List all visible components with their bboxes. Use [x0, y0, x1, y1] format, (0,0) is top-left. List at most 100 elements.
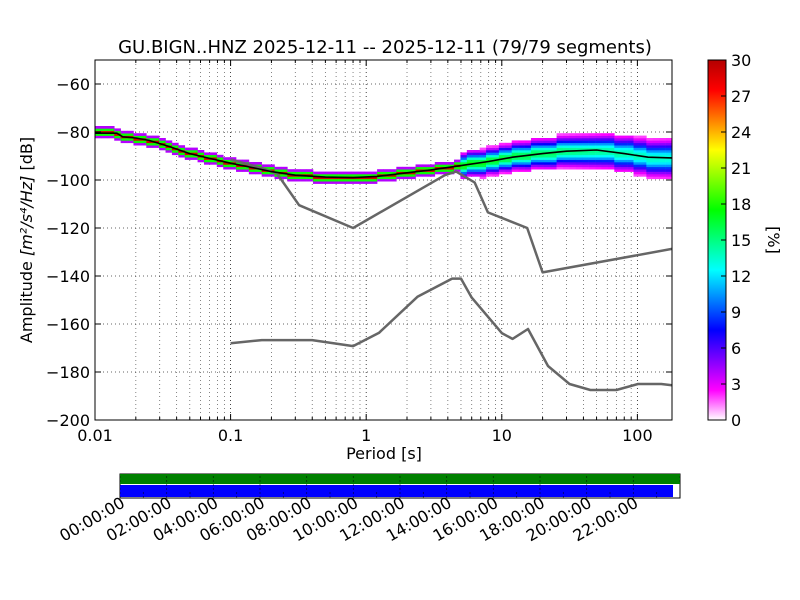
histogram-cell [511, 169, 519, 172]
histogram-cell [575, 159, 583, 163]
y-axis-label: Amplitude [m²/s⁴/Hz] [dB] [17, 137, 36, 343]
histogram-cell [287, 178, 295, 182]
histogram-cell [293, 178, 301, 182]
histogram-cell [607, 142, 615, 146]
histogram-cell [184, 150, 192, 153]
histogram-cell [563, 166, 570, 170]
histogram-cell [639, 162, 647, 165]
histogram-cell [95, 135, 102, 139]
y-tick-label: −180 [46, 363, 90, 382]
histogram-cell [139, 140, 147, 144]
histogram-cell [601, 142, 609, 146]
histogram-cell [383, 171, 391, 175]
histogram-cell [505, 162, 513, 165]
histogram-cell [659, 142, 666, 146]
histogram-cell [569, 166, 577, 170]
histogram-cell [524, 145, 532, 148]
histogram-cell [633, 147, 641, 151]
histogram-cell [550, 145, 557, 148]
histogram-cell [633, 164, 641, 168]
histogram-cell [588, 142, 596, 146]
histogram-cell [595, 147, 602, 151]
histogram-cell [396, 176, 404, 180]
plot-background [95, 60, 672, 420]
histogram-cell [646, 150, 654, 153]
histogram-cell [620, 169, 628, 172]
histogram-cell [652, 142, 660, 146]
histogram-cell [633, 152, 641, 156]
histogram-cell [473, 174, 480, 177]
histogram-cell [595, 133, 602, 136]
histogram-cell [236, 169, 243, 172]
histogram-cell [127, 138, 134, 141]
histogram-cell [300, 176, 307, 180]
histogram-cell [364, 171, 371, 175]
histogram-cell [409, 171, 416, 175]
histogram-cell [486, 171, 493, 175]
histogram-cell [479, 159, 487, 163]
histogram-cell [633, 135, 641, 139]
histogram-cell [543, 142, 551, 146]
histogram-cell [627, 164, 634, 168]
histogram-cell [556, 152, 564, 156]
histogram-cell [633, 166, 641, 170]
histogram-cell [159, 145, 166, 148]
histogram-cell [582, 135, 589, 139]
histogram-cell [178, 147, 186, 151]
histogram-cell [665, 142, 672, 146]
histogram-cell [620, 147, 628, 151]
histogram-cell [377, 169, 384, 172]
histogram-cell [300, 178, 307, 182]
histogram-cell [479, 166, 487, 170]
histogram-cell [460, 159, 468, 163]
histogram-cell [620, 150, 628, 153]
histogram-cell [171, 142, 179, 146]
histogram-cell [537, 164, 545, 168]
histogram-cell [569, 164, 577, 168]
histogram-cell [466, 159, 474, 163]
histogram-cell [114, 138, 121, 141]
y-tick-label: −140 [46, 267, 90, 286]
histogram-cell [479, 154, 487, 158]
histogram-cell [345, 181, 352, 184]
histogram-cell [486, 154, 493, 158]
histogram-cell [556, 142, 564, 146]
histogram-cell [530, 147, 538, 151]
histogram-cell [466, 152, 474, 156]
histogram-cell [441, 169, 448, 172]
histogram-cell [492, 150, 500, 153]
histogram-cell [511, 150, 519, 153]
histogram-cell [351, 178, 359, 182]
histogram-cell [466, 171, 474, 175]
histogram-cell [543, 154, 551, 158]
histogram-cell [646, 138, 654, 141]
histogram-cell [389, 174, 397, 177]
histogram-cell [569, 135, 577, 139]
histogram-cell [524, 157, 532, 160]
histogram-cell [511, 164, 519, 168]
histogram-cell [537, 157, 545, 160]
histogram-cell [550, 142, 557, 146]
histogram-cell [518, 152, 525, 156]
histogram-cell [524, 162, 532, 165]
histogram-cell [338, 178, 346, 182]
histogram-cell [543, 159, 551, 163]
histogram-cell [511, 145, 519, 148]
histogram-cell [601, 157, 609, 160]
histogram-cell [530, 138, 538, 141]
histogram-cell [633, 162, 641, 165]
histogram-cell [524, 150, 532, 153]
histogram-cell [550, 147, 557, 151]
histogram-cell [139, 135, 147, 139]
histogram-cell [447, 166, 455, 170]
histogram-cell [492, 174, 500, 177]
histogram-cell [505, 159, 513, 163]
histogram-cell [389, 176, 397, 180]
colorbar-tick-label: 30 [731, 51, 751, 70]
histogram-cell [428, 164, 436, 168]
histogram-cell [601, 164, 609, 168]
histogram-cell [223, 166, 230, 170]
histogram-cell [210, 154, 218, 158]
histogram-cell [274, 169, 282, 172]
histogram-cell [236, 162, 243, 165]
